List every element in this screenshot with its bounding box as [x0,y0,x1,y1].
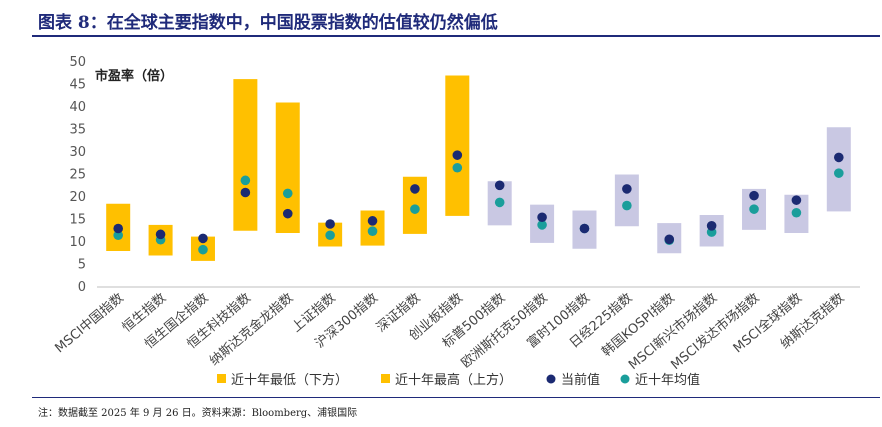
current-marker [834,152,844,163]
current-marker [367,216,378,226]
current-marker [579,223,590,234]
current-marker [494,180,505,191]
legend-marker-average [620,374,630,384]
range-bar [445,75,470,216]
average-marker [834,168,844,178]
average-marker [749,204,759,214]
average-markers [113,162,844,255]
legend-swatch-low [217,374,226,383]
current-marker [410,184,420,194]
average-marker [452,162,463,173]
legend-marker-current [546,374,556,384]
y-axis-title: 市盈率（倍） [95,68,173,84]
current-marker [282,208,293,219]
legend-label-low: 近十年最低（下方） [231,372,348,388]
average-marker [240,175,251,186]
current-marker [198,233,208,244]
x-tick-label: MSCI中国指数 [52,291,126,357]
y-tick-label: 35 [69,123,86,138]
y-tick-label: 40 [69,100,86,115]
title-rule [32,35,880,37]
average-marker [494,197,505,208]
y-tick-label: 45 [69,78,86,93]
current-marker [664,234,675,245]
current-marker [113,223,123,234]
current-marker [537,212,547,223]
average-marker [325,230,335,241]
legend-label-average: 近十年均值 [635,372,700,388]
average-marker [367,226,378,236]
bottom-rule [32,397,880,398]
pe-range-chart: 0 5 10 15 20 25 30 35 40 45 50 市盈率（倍） MSCI中国指数恒生指数… [52,55,860,388]
legend: 近十年最低（下方） 近十年最高（上方） 当前值 近十年均值 [217,372,700,388]
range-bars [106,75,851,261]
y-tick-label: 20 [69,190,86,205]
y-tick-label: 10 [69,235,86,250]
figure-title: 图表 8：在全球主要指数中，中国股票指数的估值较仍然偏低 [38,13,498,33]
y-tick-label: 5 [78,258,86,273]
range-bar [233,79,258,231]
footnote: 注：数据截至 2025 年 9 月 26 日。资料来源：Bloomberg、浦银… [38,408,358,419]
average-marker [198,244,208,255]
average-marker [791,207,802,218]
current-marker [791,195,802,205]
y-axis: 0 5 10 15 20 25 30 35 40 45 50 [69,55,86,295]
average-marker [537,220,547,230]
average-marker [113,230,123,241]
current-marker [622,184,632,194]
legend-label-high: 近十年最高（上方） [395,372,512,388]
x-axis-labels: MSCI中国指数恒生指数恒生国企指数恒生科技指数纳斯达克金龙指数上证指数沪深30… [52,290,847,373]
legend-label-current: 当前值 [561,372,600,388]
current-marker [325,219,335,229]
average-marker [282,188,293,199]
y-tick-label: 30 [69,145,86,160]
current-marker [155,229,166,240]
average-marker [410,204,420,214]
current-markers [113,150,844,245]
range-bar [614,174,639,227]
current-marker [749,190,759,201]
x-tick-label: 韩国KOSPI指数 [599,291,678,360]
average-marker [622,200,632,211]
y-tick-label: 15 [69,213,86,228]
current-marker [706,221,717,231]
y-tick-label: 25 [69,168,86,183]
current-marker [452,150,463,160]
current-marker [240,187,251,198]
y-tick-label: 50 [69,55,86,70]
legend-swatch-high [381,374,390,383]
y-tick-label: 0 [78,280,86,295]
